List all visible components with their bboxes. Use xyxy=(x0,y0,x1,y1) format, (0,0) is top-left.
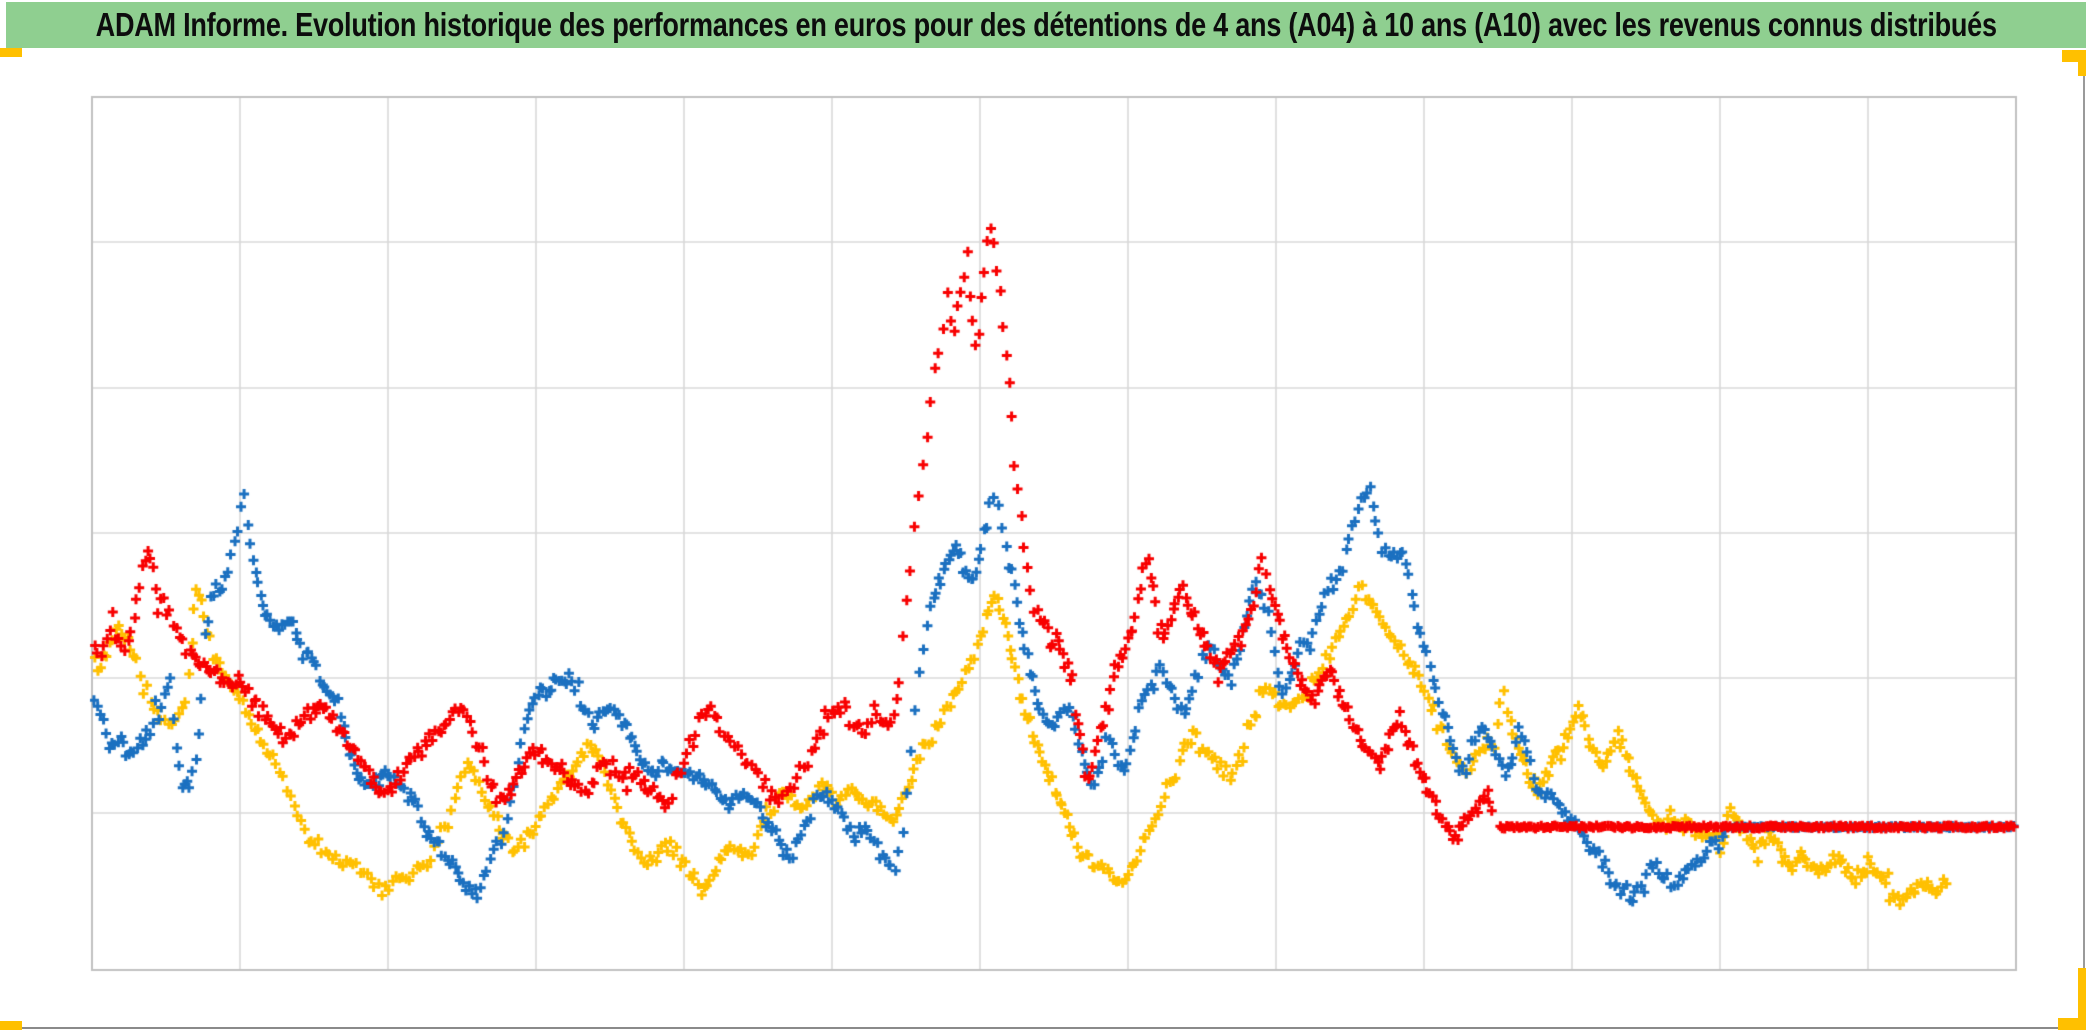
page-right-edge-line xyxy=(2083,62,2085,1028)
chart-title: ADAM Informe. Evolution historique des p… xyxy=(95,6,1997,43)
corner-mark-top-left xyxy=(0,48,22,57)
corner-mark-bottom-right-v xyxy=(2078,968,2086,1028)
corner-mark-bottom-right-h xyxy=(2058,1018,2086,1030)
page-bottom-edge-line xyxy=(0,1027,2086,1029)
title-bar: ADAM Informe. Evolution historique des p… xyxy=(6,2,2086,48)
corner-mark-top-right-v xyxy=(2078,50,2086,76)
corner-mark-bottom-left xyxy=(0,1021,22,1030)
